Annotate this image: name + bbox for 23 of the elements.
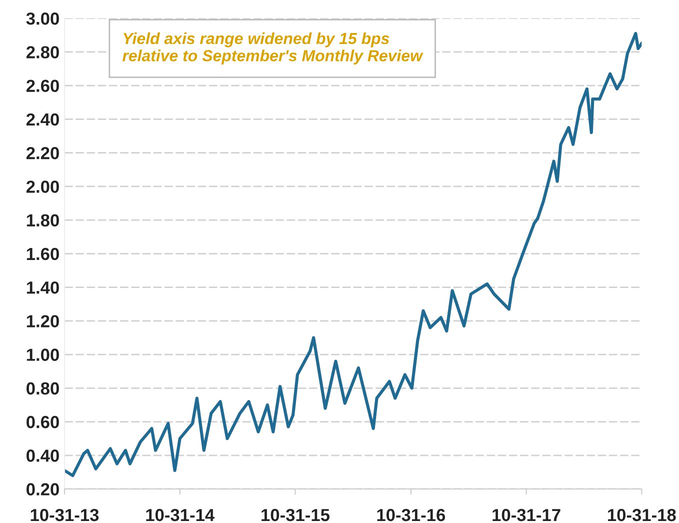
y-tick-label: 1.40: [26, 281, 59, 294]
y-tick-label: 1.00: [26, 348, 59, 361]
y-tick-label: 2.00: [26, 180, 59, 193]
y-tick-label: 2.20: [26, 146, 59, 160]
y-tick-label: 2.60: [26, 80, 59, 92]
y-tick-label: 0.60: [26, 416, 59, 428]
x-tick-label: 10-31-13: [30, 508, 99, 522]
x-tick-label: 10-31-18: [608, 508, 676, 522]
y-tick-label: 1.60: [26, 248, 59, 260]
x-tick-label: 10-31-14: [146, 508, 215, 522]
line-series: [64, 32, 642, 478]
y-tick-label: 3.00: [26, 12, 59, 25]
x-tick-label: 10-31-15: [262, 508, 330, 522]
x-tick-label: 10-31-17: [492, 508, 560, 522]
y-tick-label: 2.80: [26, 46, 59, 58]
y-tick-label: 1.20: [26, 315, 59, 328]
y-tick-label: 2.40: [26, 113, 59, 126]
y-tick-label: 0.80: [26, 382, 59, 395]
annotation: Yield axis range widened by 15 bps relative to September's Monthly Review: [122, 32, 424, 65]
y-tick-label: 1.80: [26, 214, 59, 226]
y-tick-label: 0.20: [26, 483, 59, 496]
y-tick-label: 0.40: [26, 450, 59, 462]
x-tick-label: 10-31-16: [377, 508, 446, 522]
